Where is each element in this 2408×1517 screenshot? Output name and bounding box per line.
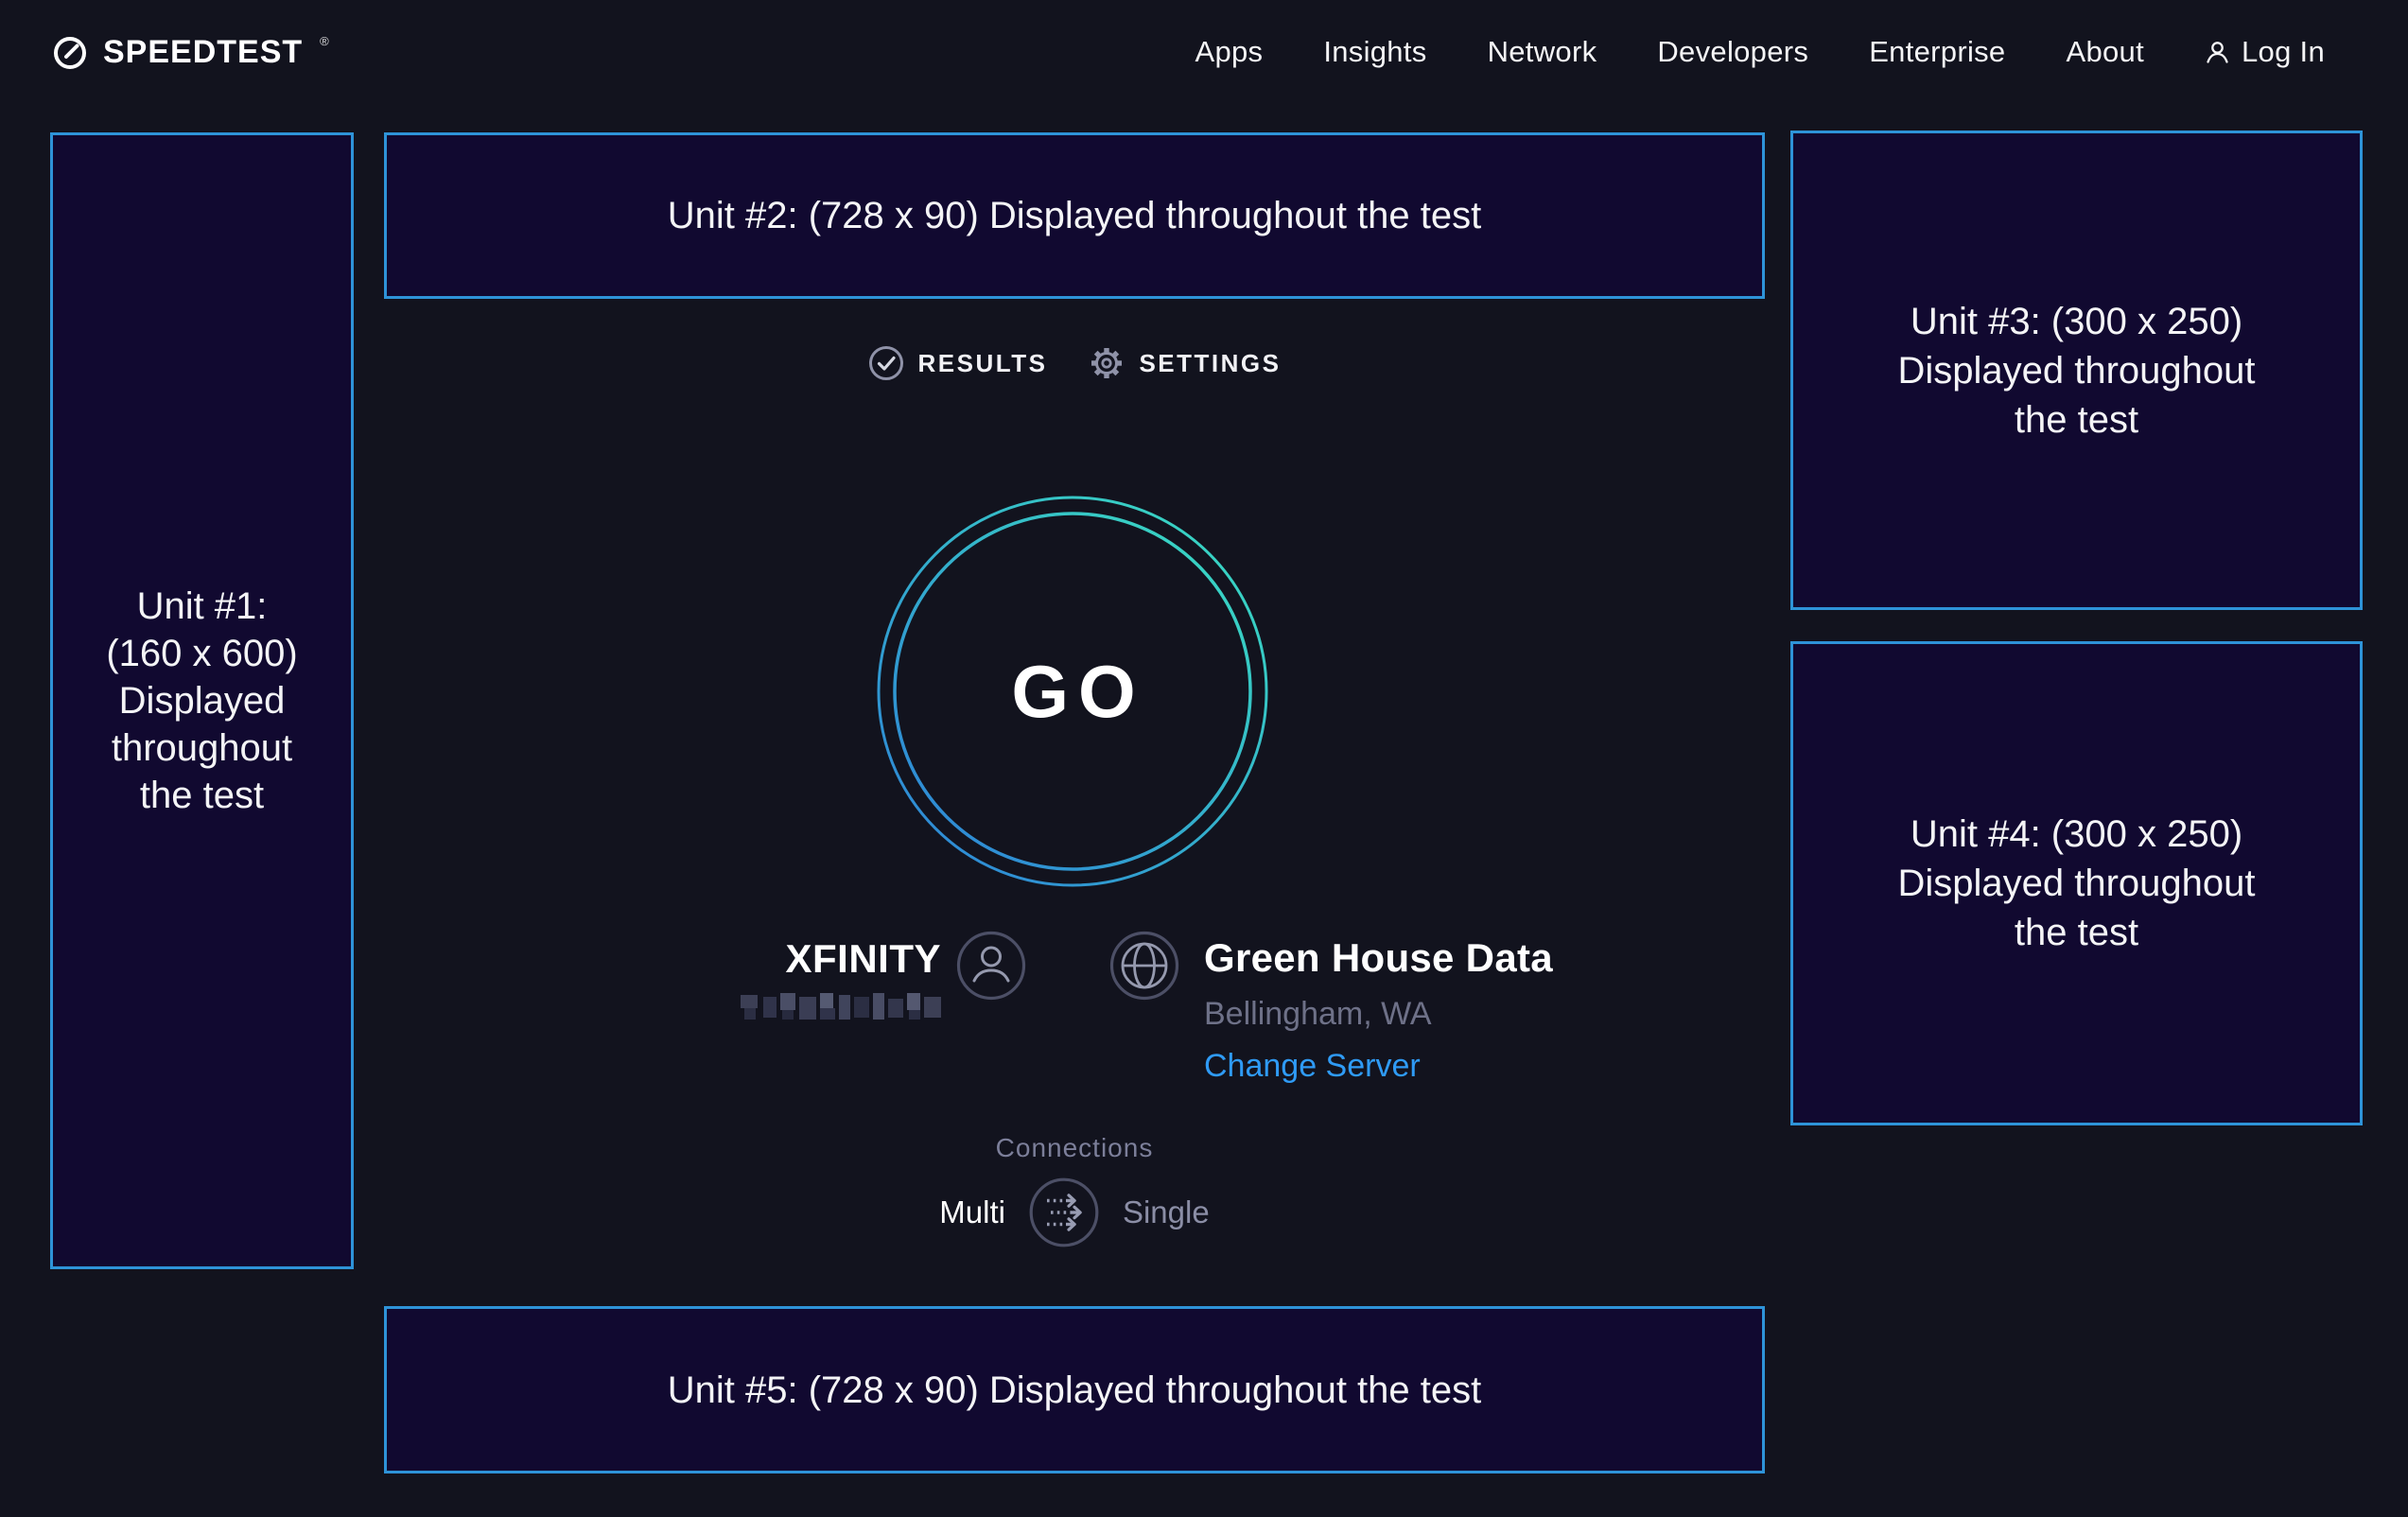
ad-line: Displayed throughout — [1897, 863, 2256, 904]
globe-icon — [1109, 931, 1179, 1001]
speedometer-icon — [54, 37, 86, 69]
nav-item-enterprise[interactable]: Enterprise — [1869, 35, 2006, 68]
server-info: Green House Data Bellingham, WA Change S… — [1109, 931, 1553, 1084]
logo-trademark: ® — [320, 34, 329, 48]
multi-stream-arrows-icon — [1029, 1177, 1099, 1247]
tab-settings-label: SETTINGS — [1139, 348, 1282, 377]
speedtest-logo[interactable]: SPEEDTEST ® — [52, 33, 329, 71]
gear-icon — [1091, 348, 1123, 378]
ad-unit-1: Unit #1: (160 x 600) Displayed throughou… — [50, 132, 354, 1269]
ad-unit-5: Unit #5: (728 x 90) Displayed throughout… — [384, 1306, 1765, 1473]
server-text: Green House Data Bellingham, WA Change S… — [1204, 931, 1553, 1085]
redacted-ip — [741, 993, 941, 1020]
login-button[interactable]: Log In — [2205, 35, 2325, 69]
nav-item-insights[interactable]: Insights — [1323, 35, 1427, 68]
tab-settings[interactable]: SETTINGS — [1089, 345, 1281, 381]
go-rings — [877, 496, 1268, 887]
login-label: Log In — [2242, 35, 2325, 68]
change-server-link[interactable]: Change Server — [1204, 1048, 1421, 1084]
ad-line: Unit #2: (728 x 90) Displayed throughout… — [667, 195, 1482, 236]
top-nav: SPEEDTEST ® Apps Insights Network Develo… — [52, 0, 2325, 104]
go-button[interactable]: GO — [874, 493, 1271, 890]
tab-results[interactable]: RESULTS — [868, 345, 1048, 381]
ad-unit-2: Unit #2: (728 x 90) Displayed throughout… — [384, 132, 1765, 299]
ad-line: Unit #4: (300 x 250) — [1910, 813, 2243, 855]
ad-line: Unit #5: (728 x 90) Displayed throughout… — [667, 1369, 1482, 1411]
nav-item-apps[interactable]: Apps — [1195, 35, 1264, 68]
user-circle-icon — [956, 931, 1026, 1001]
connections-toggle-row: Multi Single — [384, 1176, 1765, 1249]
tab-results-label: RESULTS — [917, 348, 1048, 377]
ad-line: Unit #1: — [136, 585, 268, 627]
isp-info: XFINITY — [605, 931, 1026, 1023]
ad-line: Unit #3: (300 x 250) — [1910, 300, 2243, 342]
server-name: Green House Data — [1204, 935, 1553, 980]
server-location: Bellingham, WA — [1204, 996, 1432, 1032]
connections-title: Connections — [995, 1133, 1154, 1162]
ad-unit-3: Unit #3: (300 x 250) Displayed throughou… — [1790, 131, 2363, 610]
connections-single-label: Single — [1122, 1194, 1210, 1229]
nav-item-developers[interactable]: Developers — [1657, 35, 1809, 68]
go-label: GO — [1011, 649, 1145, 733]
ad-line: Displayed — [118, 680, 286, 722]
ad-unit-4: Unit #4: (300 x 250) Displayed throughou… — [1790, 641, 2363, 1125]
view-tabs: RESULTS SETTINGS — [384, 337, 1765, 390]
main-nav: Apps Insights Network Developers Enterpr… — [1195, 35, 2325, 69]
user-icon — [2207, 41, 2228, 63]
isp-text: XFINITY — [741, 931, 941, 1023]
ad-line: throughout — [111, 727, 293, 769]
ad-line: Displayed throughout — [1897, 349, 2256, 392]
logo-text: SPEEDTEST — [103, 34, 304, 70]
connections-toggle-button[interactable] — [1028, 1177, 1100, 1248]
ad-line: the test — [2014, 912, 2139, 953]
nav-item-about[interactable]: About — [2066, 35, 2144, 68]
ad-line: the test — [2014, 398, 2139, 441]
nav-item-network[interactable]: Network — [1487, 35, 1597, 68]
ad-line: (160 x 600) — [106, 633, 298, 674]
ad-line: the test — [139, 775, 265, 816]
connections-multi-label: Multi — [939, 1194, 1005, 1229]
isp-name: XFINITY — [785, 936, 941, 981]
check-circle-icon — [868, 346, 903, 380]
